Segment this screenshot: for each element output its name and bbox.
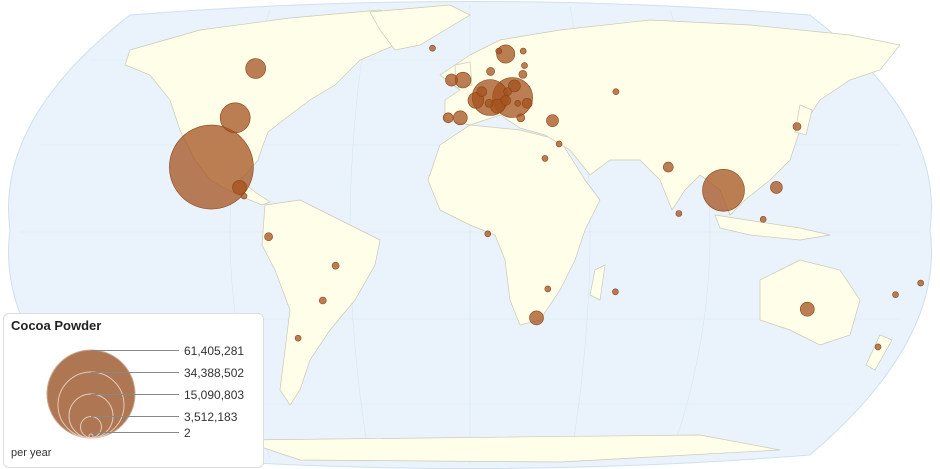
map-bubble[interactable] (442, 112, 454, 124)
map-bubble[interactable] (529, 310, 544, 326)
map-bubble[interactable] (508, 79, 521, 93)
legend-label-4: 3,512,183 (184, 410, 238, 424)
map-bubble[interactable] (555, 140, 563, 148)
map-bubble[interactable] (452, 110, 468, 126)
madagascar (589, 264, 606, 301)
legend-unit: per year (11, 447, 52, 459)
map-bubble[interactable] (612, 288, 619, 296)
map-bubble[interactable] (264, 232, 273, 241)
legend-label-1: 61,405,281 (184, 344, 245, 358)
map-bubble[interactable] (612, 88, 620, 95)
map-bubble[interactable] (675, 210, 683, 217)
map-bubble[interactable] (445, 73, 458, 87)
map-bubble[interactable] (476, 86, 488, 97)
legend-circle-5 (88, 433, 94, 439)
antarctica (239, 434, 781, 463)
map-bubble[interactable] (294, 334, 302, 342)
legend-label-5: 2 (184, 426, 191, 440)
map-bubble[interactable] (546, 114, 559, 127)
map-bubble[interactable] (429, 44, 436, 52)
map-bubble[interactable] (519, 47, 527, 55)
map-bubble[interactable] (521, 98, 533, 109)
map-bubble[interactable] (495, 47, 503, 55)
map-bubble[interactable] (486, 67, 495, 76)
map-bubble[interactable] (514, 100, 522, 107)
new-zealand (865, 334, 893, 371)
map-bubble[interactable] (503, 87, 512, 96)
map-bubble[interactable] (240, 192, 248, 200)
map-bubble[interactable] (484, 230, 492, 238)
map-bubble[interactable] (516, 113, 526, 123)
map-bubble[interactable] (518, 70, 528, 79)
legend-title: Cocoa Powder (11, 318, 102, 333)
map-bubble[interactable] (500, 95, 512, 106)
indonesia (714, 214, 831, 241)
map-bubble[interactable] (770, 181, 783, 194)
legend-scale (46, 349, 179, 439)
map-bubble[interactable] (541, 155, 549, 162)
map-bubble[interactable] (219, 102, 251, 134)
map-bubble[interactable] (232, 180, 247, 195)
map-bubble[interactable] (792, 122, 802, 131)
legend-label-3: 15,090,803 (184, 388, 245, 402)
map-bubble[interactable] (544, 285, 552, 293)
map-bubble[interactable] (702, 169, 745, 212)
bubble-layer (169, 44, 925, 351)
greenland (369, 4, 471, 51)
map-bubble[interactable] (892, 291, 899, 299)
map-bubble[interactable] (917, 279, 925, 287)
legend-label-2: 34,388,502 (184, 366, 245, 380)
map-bubble[interactable] (874, 343, 882, 351)
map-bubble[interactable] (759, 216, 767, 223)
map-bubble[interactable] (484, 99, 494, 108)
map-bubble[interactable] (521, 62, 528, 69)
legend: Cocoa Powder 61,405,281 34,388,502 15,09… (3, 313, 264, 468)
map-bubble[interactable] (331, 261, 340, 270)
map-bubble[interactable] (662, 161, 674, 173)
map-bubble[interactable] (799, 301, 815, 317)
map-bubble[interactable] (245, 58, 266, 79)
map-bubble[interactable] (318, 296, 327, 305)
